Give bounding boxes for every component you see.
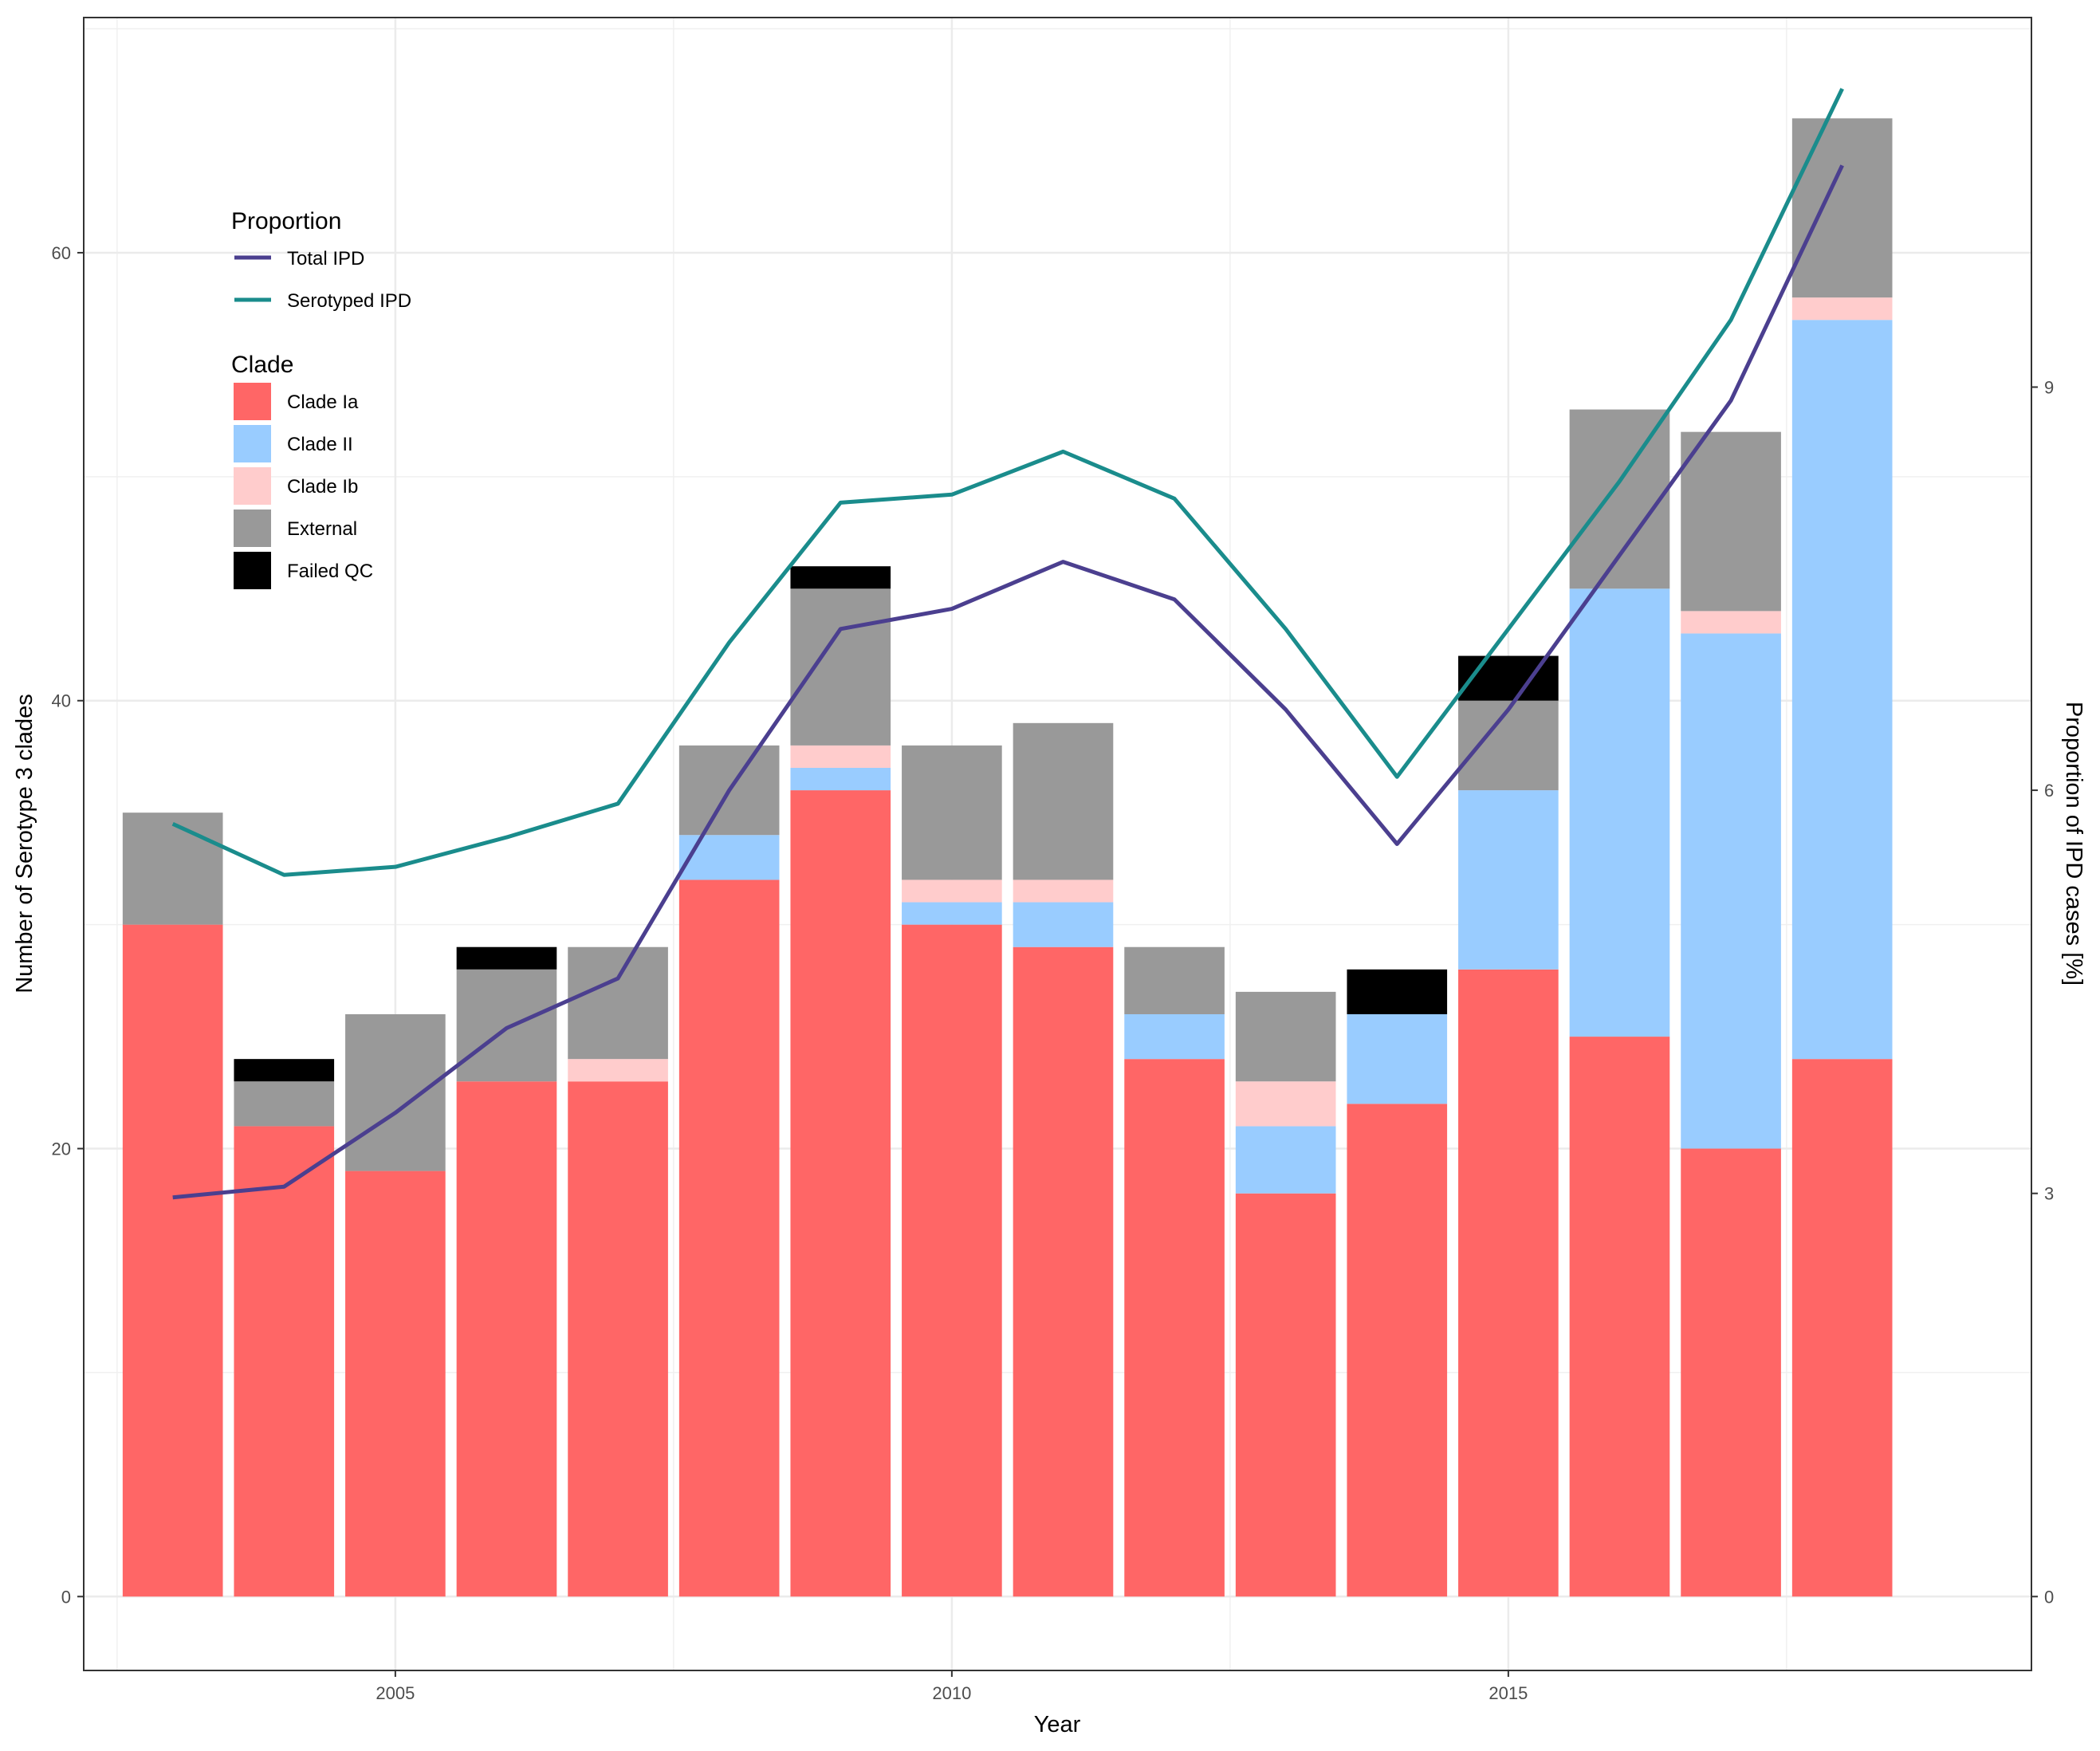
bar-clade-ii-2013 (1235, 1126, 1336, 1194)
bar-external-2018 (1791, 118, 1893, 298)
bar-external-2010 (902, 745, 1002, 880)
bar-clade-ii-2010 (902, 902, 1002, 925)
bar-external-2004 (234, 1081, 335, 1127)
legend-key-external (234, 510, 271, 547)
bar-external-2013 (1235, 991, 1336, 1082)
y-tick-label: 20 (52, 1139, 71, 1159)
y-tick-label: 60 (52, 243, 71, 263)
bars (122, 118, 1893, 1597)
x-tick-label: 2010 (932, 1683, 971, 1703)
y-tick-label: 0 (61, 1587, 71, 1607)
legend-label-total-ipd: Total IPD (287, 248, 364, 270)
bar-clade-ii-2008 (678, 835, 780, 880)
legend-label-clade-ii: Clade II (287, 434, 353, 455)
legend-label-failed-qc: Failed QC (287, 561, 373, 582)
legend-clade-title: Clade (231, 352, 293, 378)
bar-external-2005 (345, 1013, 446, 1171)
legend-label-serotyped-ipd: Serotyped IPD (287, 290, 411, 312)
line-serotyped-ipd (171, 88, 1844, 877)
bar-clade-ia-2003 (122, 924, 223, 1597)
legend-key-clade-ia (234, 383, 271, 420)
bar-clade-ia-2005 (345, 1171, 446, 1597)
bar-clade-ia-2010 (902, 924, 1002, 1597)
bar-external-2017 (1681, 431, 1781, 612)
bar-clade-ia-2009 (790, 790, 891, 1597)
lines (171, 88, 1844, 1200)
legend-label-external: External (287, 518, 357, 540)
legend-key-clade-ii (234, 425, 271, 462)
bar-clade-ib-2017 (1681, 611, 1781, 634)
bar-external-2012 (1124, 946, 1225, 1014)
bar-failed-qc-2004 (234, 1059, 335, 1082)
y2-axis-title: Proportion of IPD cases [%] (2061, 702, 2086, 986)
line-total-ipd (172, 164, 1844, 1200)
bar-external-2006 (456, 969, 557, 1082)
plot-panel-border (83, 17, 2032, 1671)
bar-clade-ii-2018 (1791, 320, 1893, 1060)
legend-label-clade-ib: Clade Ib (287, 476, 358, 498)
bar-clade-ia-2018 (1791, 1059, 1893, 1597)
bar-clade-ia-2004 (234, 1126, 335, 1597)
bar-clade-ii-2017 (1681, 633, 1781, 1149)
axis-ticks: 2005 2010 2015 0 20 40 60 0 3 6 9 (52, 243, 2055, 1703)
bar-clade-ii-2012 (1124, 1013, 1225, 1060)
x-axis-title: Year (1034, 1712, 1081, 1737)
bar-clade-ii-2016 (1569, 588, 1670, 1037)
x-tick-label: 2015 (1488, 1683, 1528, 1703)
bar-clade-ib-2013 (1235, 1081, 1336, 1127)
bar-clade-ib-2018 (1791, 297, 1893, 321)
bar-external-2016 (1569, 409, 1670, 589)
bar-external-2015 (1458, 700, 1559, 791)
y-tick-label: 40 (52, 691, 71, 711)
bar-failed-qc-2014 (1347, 969, 1448, 1014)
bar-clade-ia-2016 (1569, 1037, 1670, 1597)
bar-failed-qc-2006 (456, 946, 557, 970)
bar-clade-ii-2014 (1347, 1013, 1448, 1104)
bar-clade-ib-2009 (790, 745, 891, 768)
bar-external-2009 (790, 588, 891, 746)
y2-tick-label: 9 (2044, 377, 2054, 397)
y2-tick-label: 6 (2044, 781, 2054, 801)
bar-clade-ib-2011 (1013, 879, 1114, 903)
bar-external-2011 (1013, 722, 1114, 880)
bar-clade-ia-2015 (1458, 969, 1559, 1597)
bar-clade-ii-2011 (1013, 902, 1114, 947)
bar-clade-ii-2009 (790, 767, 891, 791)
bar-clade-ib-2010 (902, 879, 1002, 903)
bar-clade-ib-2007 (568, 1059, 668, 1082)
bar-clade-ia-2011 (1013, 946, 1114, 1597)
x-tick-label: 2005 (376, 1683, 415, 1703)
y2-tick-label: 0 (2044, 1587, 2054, 1607)
legend: Proportion Total IPD Serotyped IPD Clade… (231, 208, 411, 589)
y-axis-title: Number of Serotype 3 clades (12, 694, 37, 994)
bar-clade-ia-2012 (1124, 1059, 1225, 1597)
bar-external-2007 (568, 946, 668, 1060)
y2-tick-label: 3 (2044, 1184, 2054, 1204)
legend-proportion-title: Proportion (231, 208, 341, 234)
bar-clade-ia-2007 (568, 1081, 668, 1597)
bar-clade-ia-2017 (1681, 1148, 1781, 1597)
legend-key-clade-ib (234, 467, 271, 505)
bar-clade-ii-2015 (1458, 790, 1559, 970)
bar-clade-ia-2006 (456, 1081, 557, 1597)
legend-key-failed-qc (234, 552, 271, 589)
bar-clade-ia-2008 (678, 879, 780, 1597)
bar-clade-ia-2013 (1235, 1193, 1336, 1597)
bar-clade-ia-2014 (1347, 1104, 1448, 1597)
legend-label-clade-ia: Clade Ia (287, 392, 359, 413)
bar-failed-qc-2009 (790, 566, 891, 589)
bar-external-2003 (122, 813, 223, 925)
